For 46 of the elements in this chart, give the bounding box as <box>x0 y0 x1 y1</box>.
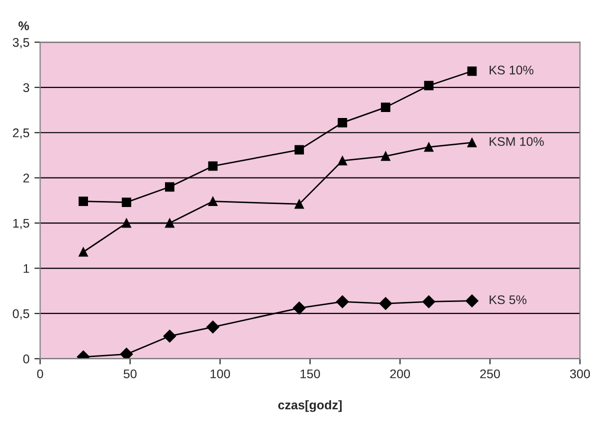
y-tick-label: 0,5 <box>12 309 30 320</box>
x-tick-label: 250 <box>480 369 500 378</box>
x-tick-label: 50 <box>124 369 137 378</box>
point <box>208 196 218 206</box>
point <box>208 161 218 171</box>
x-tick-label: 200 <box>390 369 410 378</box>
y-axis-title: % <box>18 21 29 30</box>
x-tick-label: 300 <box>570 369 590 378</box>
point <box>338 156 348 166</box>
point <box>424 142 434 152</box>
point <box>294 199 304 209</box>
point <box>164 182 174 192</box>
point <box>164 218 174 228</box>
point <box>380 151 390 161</box>
y-tick-label: 3 <box>23 83 30 92</box>
x-tick-label: 150 <box>300 369 320 378</box>
point <box>380 102 390 112</box>
y-tick-label: 1 <box>24 264 30 273</box>
point <box>466 294 478 308</box>
series-label: KSM 10% <box>490 137 544 146</box>
y-tick-label: 1,5 <box>13 218 30 230</box>
point <box>122 198 132 207</box>
point <box>336 295 349 308</box>
point <box>422 295 436 308</box>
x-tick-label: 100 <box>210 369 230 378</box>
point <box>122 218 132 228</box>
point <box>78 247 88 257</box>
y-tick-label: 0 <box>23 354 30 364</box>
point <box>338 118 348 128</box>
point <box>163 330 176 343</box>
point <box>120 348 133 359</box>
point <box>467 138 477 148</box>
point <box>78 196 88 206</box>
x-axis-title: czas[godz] <box>278 400 342 412</box>
point <box>292 302 306 314</box>
point <box>294 145 304 154</box>
y-tick-label: 3,5 <box>12 38 30 48</box>
point <box>206 320 220 334</box>
point <box>379 297 392 310</box>
series-label: KS 5% <box>490 295 526 304</box>
point <box>424 80 434 90</box>
y-tick-label: 2 <box>23 174 30 182</box>
x-tick-label: 0 <box>37 369 44 378</box>
y-tick-label: 2,5 <box>12 128 30 139</box>
series-label: KS 10% <box>490 66 534 74</box>
point <box>467 66 477 76</box>
